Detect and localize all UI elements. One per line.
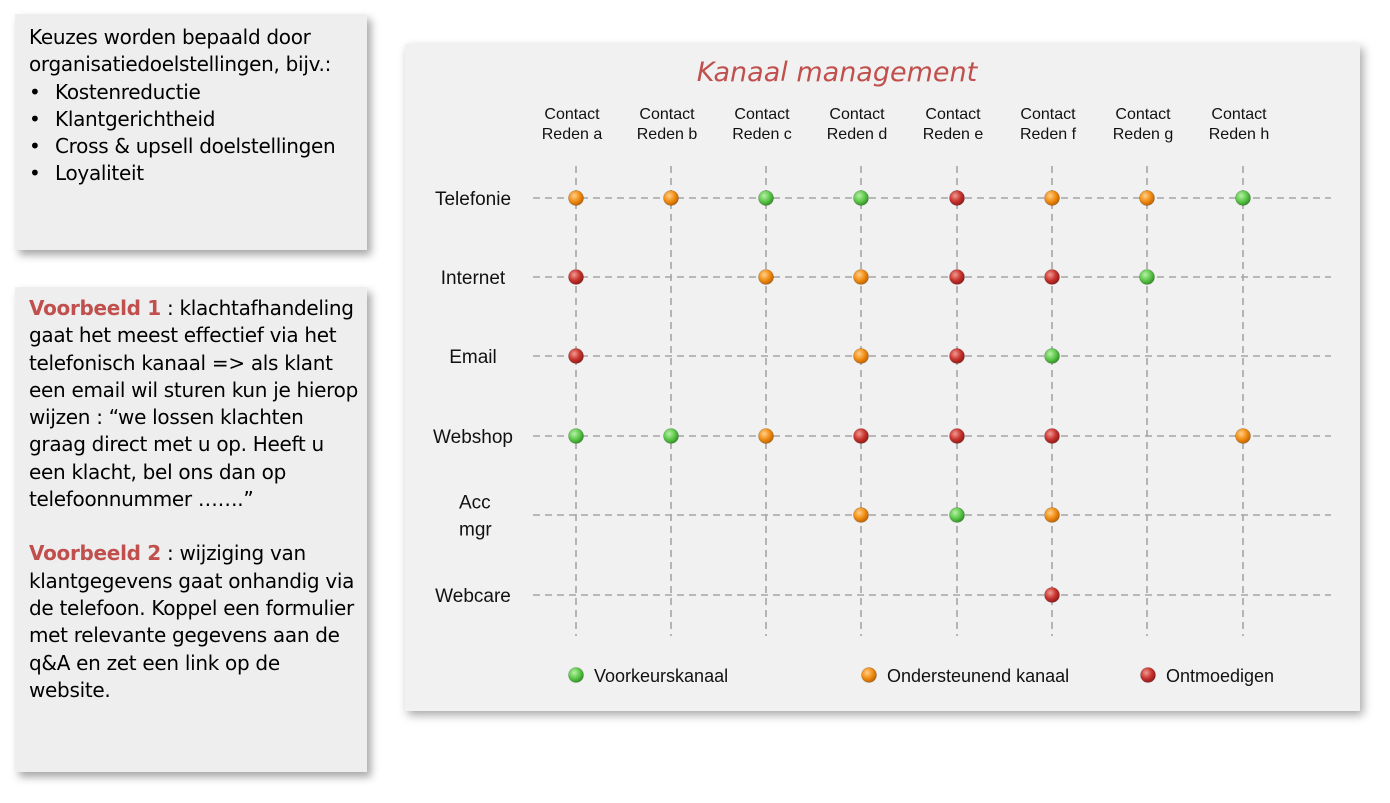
matrix-dot-preferred bbox=[1139, 269, 1155, 285]
matrix-dot-preferred bbox=[1044, 348, 1060, 364]
goals-intro: Keuzes worden bepaald door organisatiedo… bbox=[29, 25, 332, 77]
column-header: Reden a bbox=[542, 126, 603, 143]
bullet-icon: • bbox=[29, 161, 41, 186]
matrix-dot-supporting bbox=[853, 269, 869, 285]
row-label: Webcare bbox=[435, 586, 511, 607]
goal-label: Klantgerichtheid bbox=[55, 106, 216, 131]
column-header: Contact bbox=[1211, 106, 1267, 123]
matrix-dot-supporting bbox=[853, 348, 869, 364]
goals-text: Keuzes worden bepaald door organisatiedo… bbox=[29, 24, 359, 188]
column-header: Contact bbox=[544, 106, 600, 123]
matrix-dot-preferred bbox=[568, 428, 584, 444]
bullet-icon: • bbox=[29, 134, 41, 159]
matrix-dot-discouraged bbox=[568, 269, 584, 285]
example-2: Voorbeeld 2 : wijziging van klantgegeven… bbox=[29, 540, 359, 704]
column-header: Contact bbox=[1115, 106, 1171, 123]
matrix-dot-supporting bbox=[853, 507, 869, 523]
column-header: Contact bbox=[1020, 106, 1076, 123]
goal-label: Loyaliteit bbox=[55, 161, 144, 186]
matrix-dot-discouraged bbox=[1044, 587, 1060, 603]
matrix-dot-preferred bbox=[663, 428, 679, 444]
matrix-dot-discouraged bbox=[853, 428, 869, 444]
legend-dot-icon bbox=[1140, 667, 1156, 683]
column-header: Reden f bbox=[1020, 126, 1077, 143]
example-2-body: : wijziging van klantgegevens gaat onhan… bbox=[29, 541, 355, 702]
row-label: Email bbox=[449, 347, 497, 368]
matrix-dot-discouraged bbox=[1044, 269, 1060, 285]
matrix-dot-supporting bbox=[1044, 190, 1060, 206]
matrix-dot-discouraged bbox=[1044, 428, 1060, 444]
matrix-dot-supporting bbox=[1139, 190, 1155, 206]
goals-card: Keuzes worden bepaald door organisatiedo… bbox=[15, 14, 367, 250]
row-label: Telefonie bbox=[435, 189, 511, 210]
examples-text: Voorbeeld 1 : klachtafhandeling gaat het… bbox=[29, 295, 359, 704]
column-header: Contact bbox=[639, 106, 695, 123]
bullet-icon: • bbox=[29, 79, 41, 104]
matrix-dot-preferred bbox=[1235, 190, 1251, 206]
column-header: Contact bbox=[925, 106, 981, 123]
example-1: Voorbeeld 1 : klachtafhandeling gaat het… bbox=[29, 295, 359, 513]
matrix-title: Kanaal management bbox=[697, 57, 979, 88]
matrix-dot-discouraged bbox=[949, 190, 965, 206]
goal-item: • Kostenreductie bbox=[29, 79, 359, 106]
legend-label: Ondersteunend kanaal bbox=[887, 666, 1069, 686]
matrix-dot-supporting bbox=[1044, 507, 1060, 523]
example-2-title: Voorbeeld 2 bbox=[29, 541, 161, 566]
column-header: Reden h bbox=[1209, 126, 1270, 143]
column-header: Reden d bbox=[827, 126, 888, 143]
column-header: Contact bbox=[829, 106, 885, 123]
matrix-dot-supporting bbox=[568, 190, 584, 206]
goals-list: • Kostenreductie • Klantgerichtheid • Cross &… bbox=[29, 79, 359, 188]
matrix-dot-preferred bbox=[853, 190, 869, 206]
matrix-dot-supporting bbox=[663, 190, 679, 206]
column-header: Reden b bbox=[637, 126, 698, 143]
column-header: Reden e bbox=[923, 126, 984, 143]
matrix-dot-preferred bbox=[949, 507, 965, 523]
examples-card: Voorbeeld 1 : klachtafhandeling gaat het… bbox=[15, 287, 367, 772]
column-header: Contact bbox=[734, 106, 790, 123]
matrix-dot-discouraged bbox=[568, 348, 584, 364]
row-label: Webshop bbox=[433, 427, 513, 448]
example-1-body: : klachtafhandeling gaat het meest effec… bbox=[29, 296, 358, 512]
bullet-icon: • bbox=[29, 106, 41, 131]
channel-matrix: Kanaal management Contact Reden a Contact Re… bbox=[433, 57, 1331, 686]
goal-label: Cross & upsell doelstellingen bbox=[55, 134, 336, 159]
legend-dot-icon bbox=[568, 667, 584, 683]
legend-label: Ontmoedigen bbox=[1166, 666, 1274, 686]
column-header: Reden g bbox=[1113, 126, 1174, 143]
matrix-dot-preferred bbox=[758, 190, 774, 206]
example-1-title: Voorbeeld 1 bbox=[29, 296, 161, 320]
row-label: Acc bbox=[459, 493, 491, 514]
matrix-dot-discouraged bbox=[949, 428, 965, 444]
row-label: Internet bbox=[441, 268, 506, 289]
matrix-dot-discouraged bbox=[949, 269, 965, 285]
goal-item: • Klantgerichtheid bbox=[29, 106, 359, 133]
row-label: mgr bbox=[459, 520, 492, 541]
matrix-dot-discouraged bbox=[949, 348, 965, 364]
matrix-dot-supporting bbox=[758, 428, 774, 444]
column-header: Reden c bbox=[732, 126, 792, 143]
goal-item: • Cross & upsell doelstellingen bbox=[29, 133, 359, 160]
matrix-dot-supporting bbox=[758, 269, 774, 285]
legend-dot-icon bbox=[861, 667, 877, 683]
matrix-dot-supporting bbox=[1235, 428, 1251, 444]
goal-item: • Loyaliteit bbox=[29, 160, 359, 187]
legend-label: Voorkeurskanaal bbox=[594, 666, 728, 686]
goal-label: Kostenreductie bbox=[55, 79, 201, 104]
channel-matrix-panel: Kanaal management Contact Reden a Contact Re… bbox=[405, 44, 1360, 711]
